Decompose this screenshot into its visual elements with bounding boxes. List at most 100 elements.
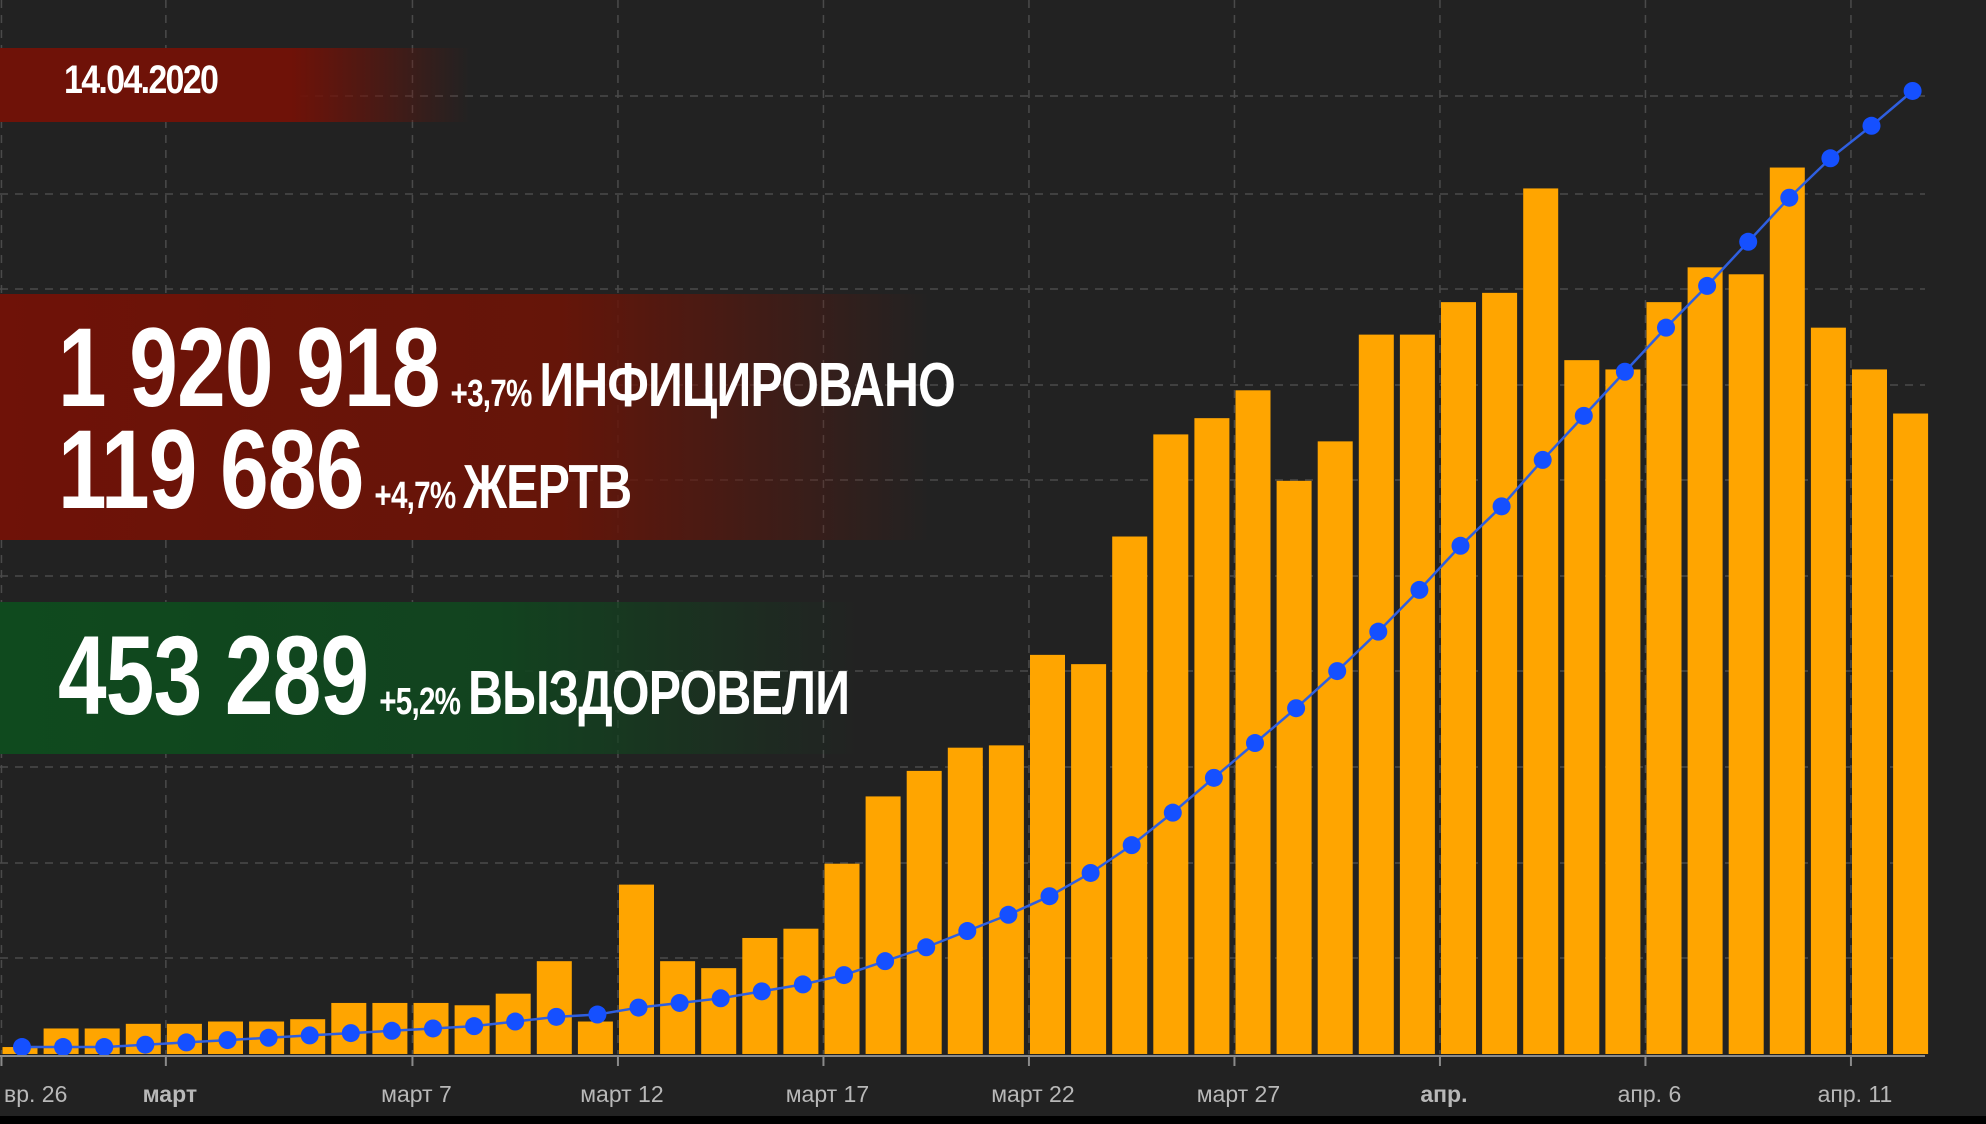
bar bbox=[1317, 441, 1353, 1054]
recovered-stat: 453 289 +5,2% ВЫЗДОРОВЕЛИ bbox=[58, 613, 850, 738]
line-point bbox=[958, 922, 977, 941]
bar bbox=[1399, 334, 1435, 1054]
infected-label: ИНФИЦИРОВАНО bbox=[539, 351, 955, 420]
line-point bbox=[1739, 232, 1758, 251]
bar bbox=[1153, 434, 1189, 1054]
x-tick-label: март 12 bbox=[580, 1081, 663, 1107]
x-tick-label: апр. 11 bbox=[1818, 1081, 1893, 1107]
bottom-strip bbox=[0, 1116, 1986, 1124]
infected-change: +3,7% bbox=[450, 373, 533, 415]
bar bbox=[1852, 369, 1887, 1054]
bar bbox=[1235, 390, 1271, 1054]
line-point bbox=[1081, 863, 1100, 882]
bar bbox=[1810, 327, 1846, 1054]
line-point bbox=[95, 1038, 114, 1057]
line-point bbox=[136, 1035, 155, 1054]
bar bbox=[1893, 413, 1929, 1054]
line-point bbox=[1246, 734, 1264, 753]
bar bbox=[577, 1021, 613, 1054]
line-point bbox=[218, 1031, 237, 1050]
recovered-label: ВЫЗДОРОВЕЛИ bbox=[468, 659, 850, 728]
line-point bbox=[1821, 149, 1840, 168]
line-point bbox=[1698, 276, 1717, 295]
bar bbox=[1605, 369, 1641, 1054]
line-point bbox=[793, 975, 812, 994]
x-tick-label: март 7 bbox=[381, 1081, 452, 1107]
line-point bbox=[424, 1019, 442, 1038]
x-tick-label: март 22 bbox=[991, 1081, 1074, 1107]
line-point bbox=[835, 966, 853, 985]
line-point bbox=[629, 998, 648, 1017]
line-point bbox=[506, 1012, 525, 1031]
bar bbox=[1112, 536, 1148, 1054]
bar bbox=[619, 884, 654, 1054]
bar bbox=[1441, 302, 1476, 1054]
deaths-value: 119 686 bbox=[58, 407, 364, 532]
bar bbox=[947, 747, 983, 1054]
line-point bbox=[1615, 362, 1634, 381]
bar bbox=[536, 961, 572, 1054]
line-point bbox=[670, 993, 689, 1012]
line-point bbox=[1533, 450, 1552, 469]
x-axis: вр. 26 март март 7 март 12 март 17 март 22 мар… bbox=[0, 1055, 1925, 1107]
line-point bbox=[1492, 497, 1511, 516]
x-tick-label: апр. bbox=[1420, 1081, 1467, 1107]
line-point bbox=[1574, 406, 1593, 425]
line-point bbox=[1410, 580, 1429, 599]
bar bbox=[701, 968, 737, 1054]
line-series bbox=[13, 81, 1922, 1057]
bar bbox=[906, 770, 942, 1054]
x-tick-label: март 17 bbox=[786, 1081, 869, 1107]
line-point bbox=[341, 1024, 360, 1043]
line-point bbox=[382, 1021, 401, 1040]
deaths-change: +4,7% bbox=[374, 475, 456, 517]
line-point bbox=[1903, 81, 1922, 100]
bar bbox=[1071, 664, 1107, 1054]
bar bbox=[1482, 292, 1518, 1054]
line-point bbox=[1163, 803, 1182, 822]
line-point bbox=[711, 989, 730, 1008]
line-point bbox=[1780, 188, 1799, 207]
line-point bbox=[1862, 116, 1881, 135]
bar bbox=[1728, 274, 1764, 1054]
bar bbox=[865, 796, 901, 1054]
recovered-value: 453 289 bbox=[58, 613, 369, 738]
recovered-change: +5,2% bbox=[379, 681, 461, 723]
infected-value: 1 920 918 bbox=[58, 305, 440, 430]
line-point bbox=[1040, 887, 1059, 906]
date-band bbox=[0, 48, 470, 122]
line-point bbox=[1369, 622, 1388, 641]
x-tick-label: март bbox=[143, 1081, 198, 1107]
line-point bbox=[876, 952, 895, 971]
bar bbox=[1358, 334, 1394, 1054]
line-point bbox=[13, 1038, 31, 1057]
x-tick-label: март 27 bbox=[1197, 1081, 1280, 1107]
bar-series bbox=[2, 167, 1929, 1055]
line-point bbox=[1657, 318, 1675, 337]
bar bbox=[1030, 654, 1065, 1054]
line-point bbox=[999, 905, 1018, 924]
line-point bbox=[300, 1026, 319, 1045]
bar bbox=[1276, 480, 1312, 1054]
line-point bbox=[54, 1038, 73, 1057]
line-point bbox=[1287, 699, 1306, 718]
bar bbox=[824, 863, 860, 1054]
line-point bbox=[588, 1005, 607, 1024]
x-tick-label: вр. 26 bbox=[4, 1081, 67, 1107]
deaths-label: ЖЕРТВ bbox=[463, 453, 632, 522]
bar bbox=[988, 745, 1024, 1054]
deaths-stat: 119 686 +4,7% ЖЕРТВ bbox=[58, 407, 632, 532]
x-tick-label: апр. 6 bbox=[1618, 1081, 1682, 1107]
line-point bbox=[177, 1033, 196, 1052]
line-point bbox=[547, 1007, 566, 1026]
infected-deaths-band bbox=[0, 294, 930, 540]
report-date: 14.04.2020 bbox=[64, 58, 219, 102]
line-point bbox=[1122, 836, 1141, 855]
line-point bbox=[259, 1028, 278, 1047]
line-point bbox=[1204, 768, 1223, 787]
line-point bbox=[1328, 662, 1347, 681]
bar bbox=[1564, 360, 1600, 1054]
recovered-band bbox=[0, 602, 860, 754]
bar bbox=[1687, 267, 1723, 1055]
